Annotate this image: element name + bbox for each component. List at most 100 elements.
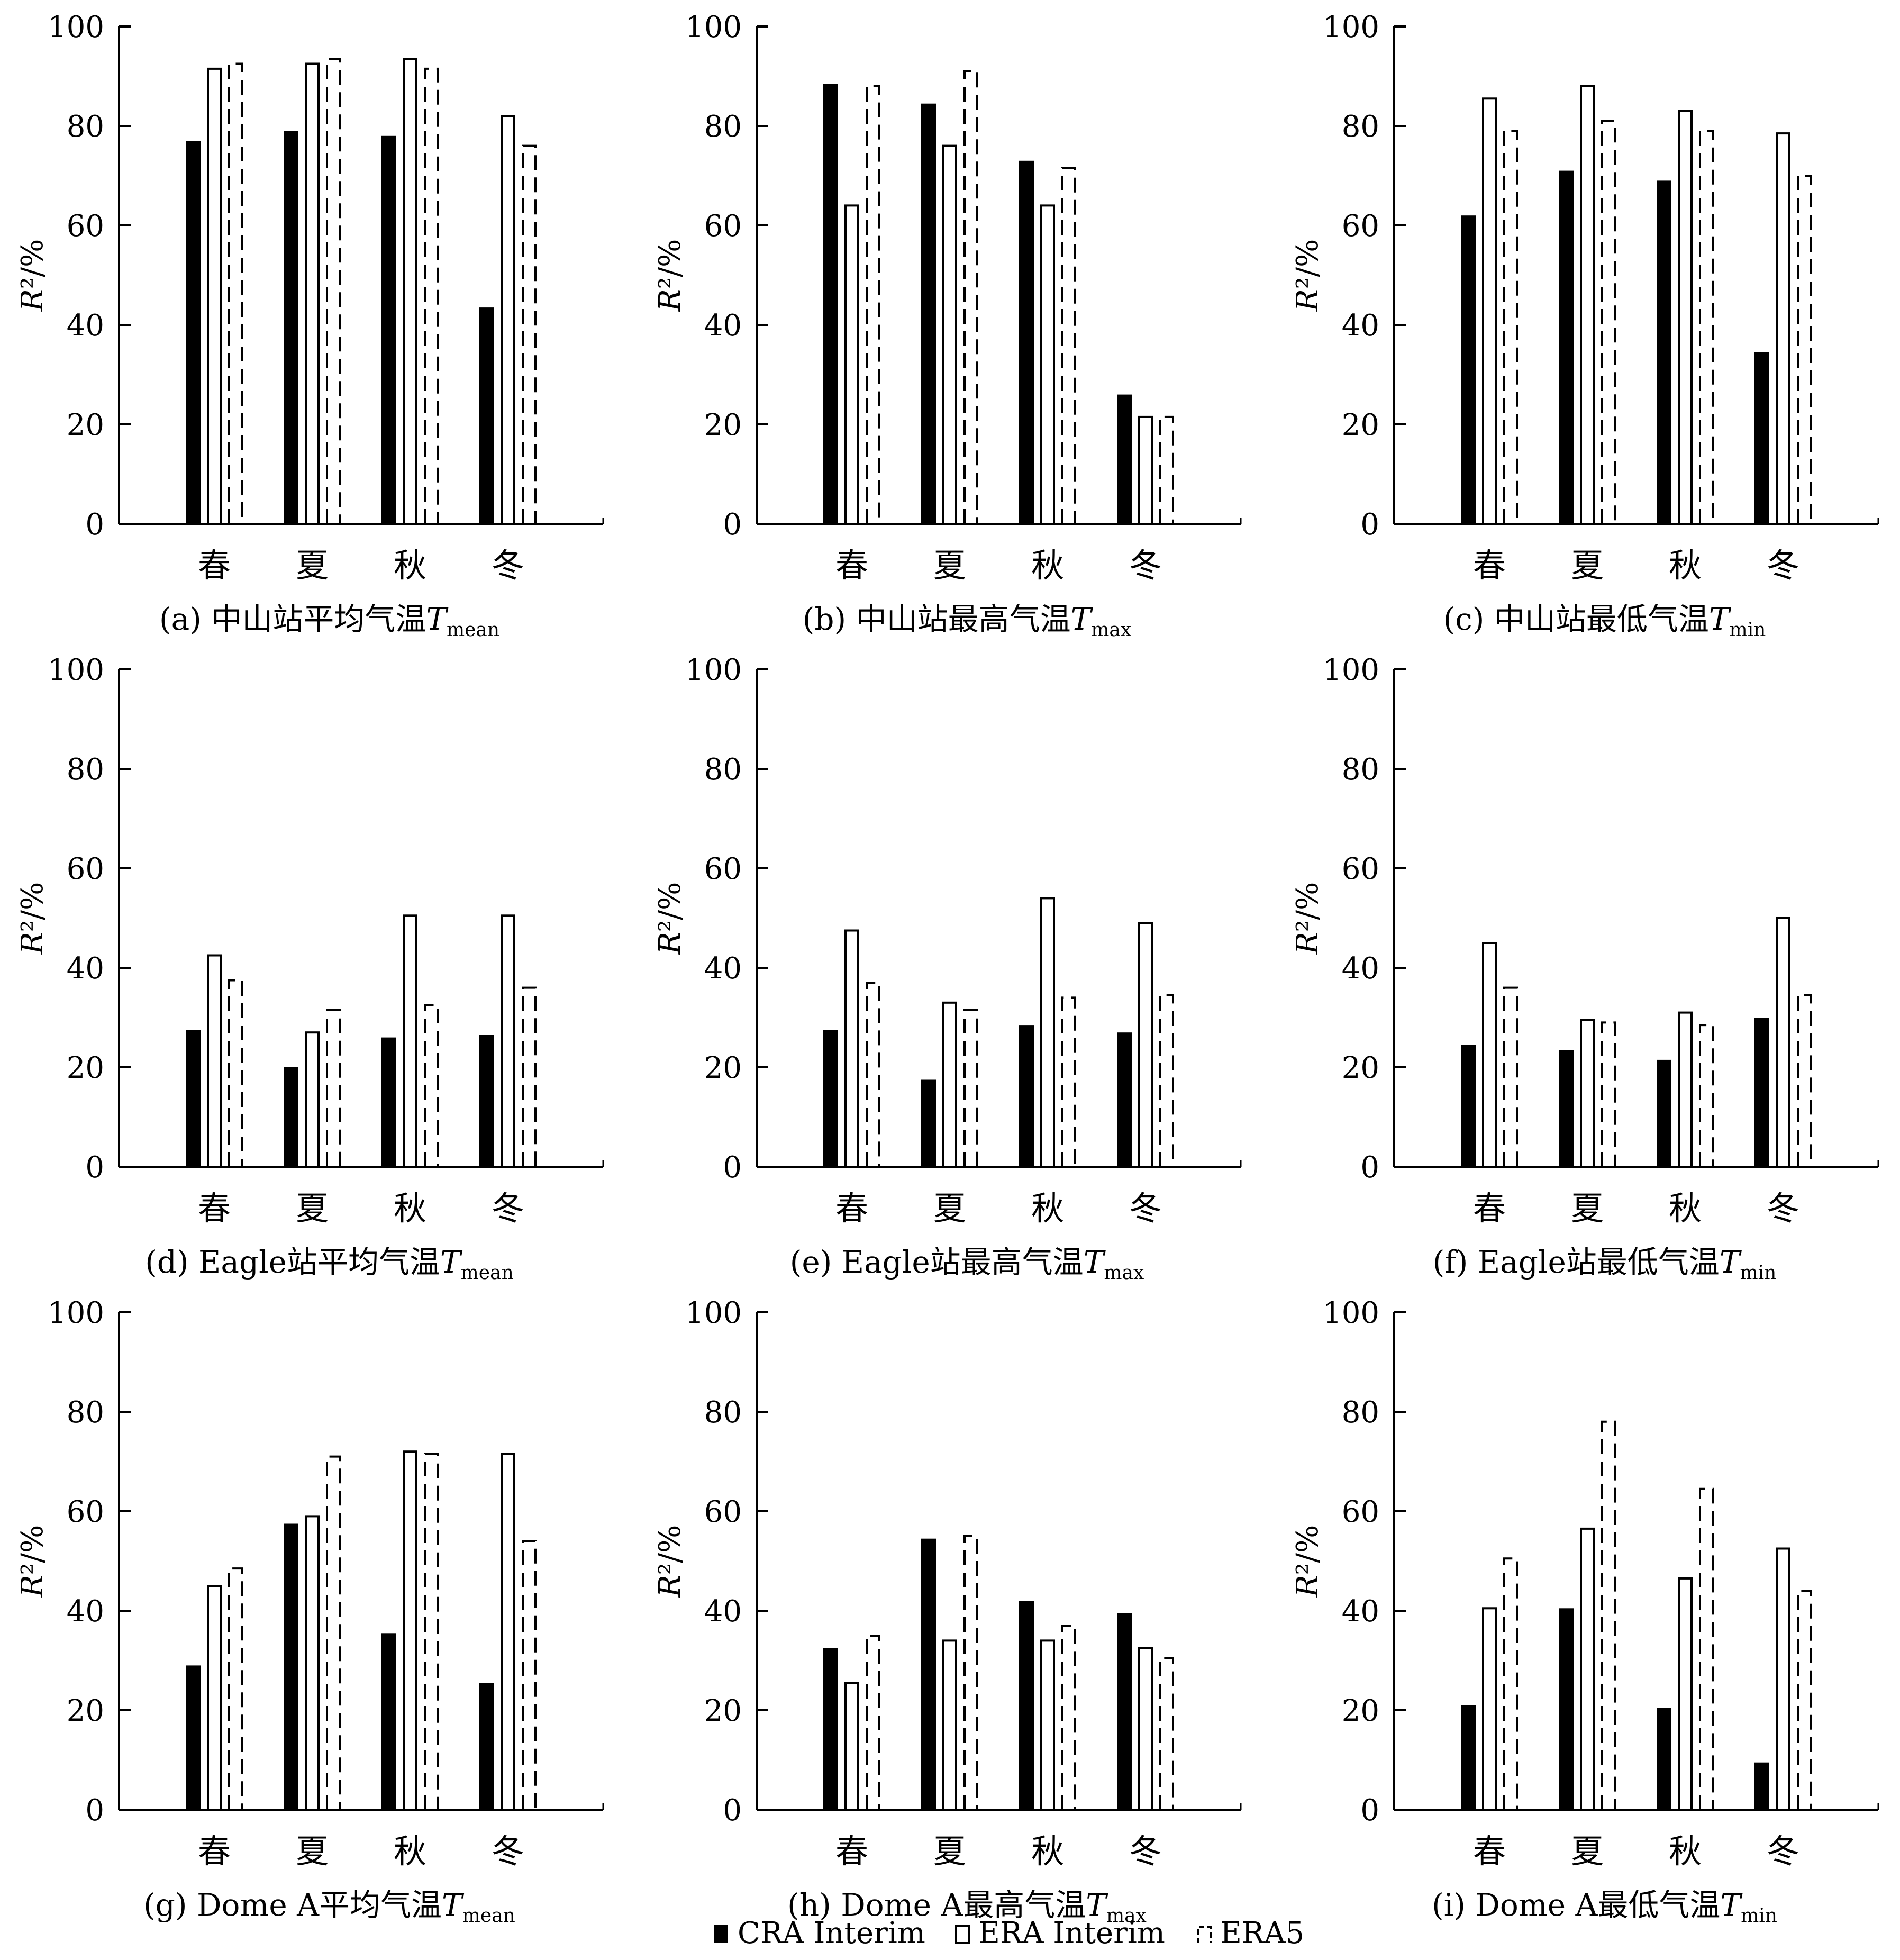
- y-tick-label: 100: [1323, 10, 1379, 44]
- chart-panel-d: 0 20 40 60 80 100 R²/% 春 夏 秋 冬 (d) Eagle站平均气温Tmean: [15, 653, 604, 1284]
- bar-cra-interim: [921, 1079, 936, 1167]
- bar-era5: [522, 1540, 537, 1810]
- bar-era5: [1503, 130, 1518, 524]
- y-tick-label: 60: [1342, 852, 1379, 886]
- bar-cra-interim: [381, 1633, 396, 1810]
- bar-cra-interim: [479, 1683, 494, 1810]
- y-tick-label: 40: [704, 951, 742, 986]
- panel-caption: (h) Dome A最高气温Tmax: [787, 1887, 1147, 1927]
- bar-cra-interim: [1559, 1608, 1574, 1810]
- category-label: 秋: [1031, 1832, 1064, 1871]
- bar-era-interim: [501, 1453, 515, 1811]
- bar-cra-interim: [1019, 160, 1034, 524]
- category-label: 秋: [1669, 1189, 1702, 1228]
- bar-era5: [1159, 994, 1174, 1167]
- bar-era5: [424, 1004, 439, 1167]
- category-label: 夏: [296, 1189, 329, 1228]
- bar-era5: [1797, 175, 1812, 524]
- bar-era5: [326, 1009, 341, 1167]
- bar-era-interim: [1482, 942, 1497, 1168]
- y-tick-label: 40: [1342, 1594, 1379, 1629]
- category-label: 冬: [492, 546, 524, 585]
- bar-era-interim: [1580, 85, 1595, 525]
- bar-era-interim: [1776, 917, 1790, 1168]
- y-tick-label: 60: [67, 852, 104, 886]
- bar-era-interim: [1678, 110, 1693, 525]
- y-tick-label: 80: [67, 752, 104, 787]
- bar-era5: [1797, 1590, 1812, 1810]
- category-label: 冬: [1129, 1189, 1162, 1228]
- bar-cra-interim: [284, 131, 298, 524]
- legend-item-filled: CRA Interim: [714, 1916, 925, 1950]
- bar-cra-interim: [1754, 1762, 1769, 1810]
- category-label: 冬: [492, 1189, 524, 1228]
- bar-era5: [866, 1635, 880, 1810]
- bar-era-interim: [403, 914, 417, 1168]
- bar-era5: [424, 67, 439, 524]
- bar-era5: [1601, 120, 1616, 524]
- y-tick-label: 80: [704, 110, 742, 144]
- panel-caption: (i) Dome A最低气温Tmin: [1432, 1887, 1777, 1927]
- category-label: 春: [1473, 1832, 1506, 1871]
- category-label: 冬: [1129, 1832, 1162, 1871]
- y-tick-label: 40: [1342, 951, 1379, 986]
- bar-cra-interim: [921, 103, 936, 524]
- bar-cra-interim: [381, 135, 396, 524]
- bar-cra-interim: [1559, 170, 1574, 524]
- y-axis-label: R²/%: [653, 1525, 687, 1598]
- panel-caption: (g) Dome A平均气温Tmean: [143, 1887, 515, 1927]
- y-tick-label: 20: [704, 408, 742, 442]
- y-tick-label: 80: [704, 752, 742, 787]
- y-axis-label: R²/%: [15, 882, 50, 955]
- legend-swatch-filled: [714, 1925, 728, 1943]
- bar-era-interim: [207, 954, 222, 1168]
- y-tick-label: 20: [704, 1051, 742, 1085]
- bar-cra-interim: [1657, 1059, 1671, 1167]
- bar-cra-interim: [186, 141, 201, 524]
- bar-era5: [1503, 986, 1518, 1167]
- category-label: 春: [1473, 1189, 1506, 1228]
- bar-era-interim: [1138, 922, 1153, 1168]
- bar-era5: [1601, 1420, 1616, 1810]
- bar-cra-interim: [823, 1648, 838, 1810]
- category-label: 秋: [1669, 546, 1702, 585]
- bar-era-interim: [305, 1031, 320, 1168]
- chart-panel-f: 0 20 40 60 80 100 R²/% 春 夏 秋 冬 (f) Eagle站最低气温Tmin: [1290, 653, 1879, 1284]
- bar-era-interim: [1138, 415, 1153, 525]
- bar-cra-interim: [1754, 1018, 1769, 1167]
- bar-era5: [1601, 1021, 1616, 1167]
- category-label: 冬: [1129, 546, 1162, 585]
- y-tick-label: 60: [704, 852, 742, 886]
- y-tick-label: 40: [67, 1594, 104, 1629]
- category-label: 春: [835, 546, 868, 585]
- bar-era-interim: [1040, 1639, 1055, 1811]
- category-label: 秋: [1031, 546, 1064, 585]
- bar-cra-interim: [1117, 1032, 1132, 1167]
- category-label: 冬: [492, 1832, 524, 1871]
- bar-era-interim: [942, 1001, 957, 1168]
- bar-era5: [1699, 1487, 1714, 1810]
- bar-era5: [228, 1567, 243, 1810]
- y-tick-label: 0: [723, 1150, 742, 1185]
- category-label: 春: [198, 1832, 231, 1871]
- category-label: 春: [1473, 546, 1506, 585]
- category-label: 夏: [933, 546, 966, 585]
- y-tick-label: 80: [1342, 752, 1379, 787]
- bar-era5: [326, 58, 341, 524]
- category-label: 夏: [296, 546, 329, 585]
- y-tick-label: 60: [67, 209, 104, 243]
- bar-era5: [228, 979, 243, 1167]
- y-axis-label: R²/%: [1290, 1525, 1325, 1598]
- bar-era5: [326, 1455, 341, 1810]
- y-axis-label: R²/%: [1290, 882, 1325, 955]
- y-axis-label: R²/%: [653, 239, 687, 312]
- bar-era-interim: [1138, 1647, 1153, 1811]
- y-tick-label: 20: [1342, 1694, 1379, 1728]
- bar-cra-interim: [1657, 180, 1671, 524]
- bar-era5: [963, 1535, 978, 1810]
- y-tick-label: 40: [67, 308, 104, 343]
- bar-era5: [424, 1453, 439, 1810]
- bar-cra-interim: [1461, 1705, 1476, 1810]
- y-tick-label: 20: [704, 1694, 742, 1728]
- bar-era-interim: [1678, 1011, 1693, 1168]
